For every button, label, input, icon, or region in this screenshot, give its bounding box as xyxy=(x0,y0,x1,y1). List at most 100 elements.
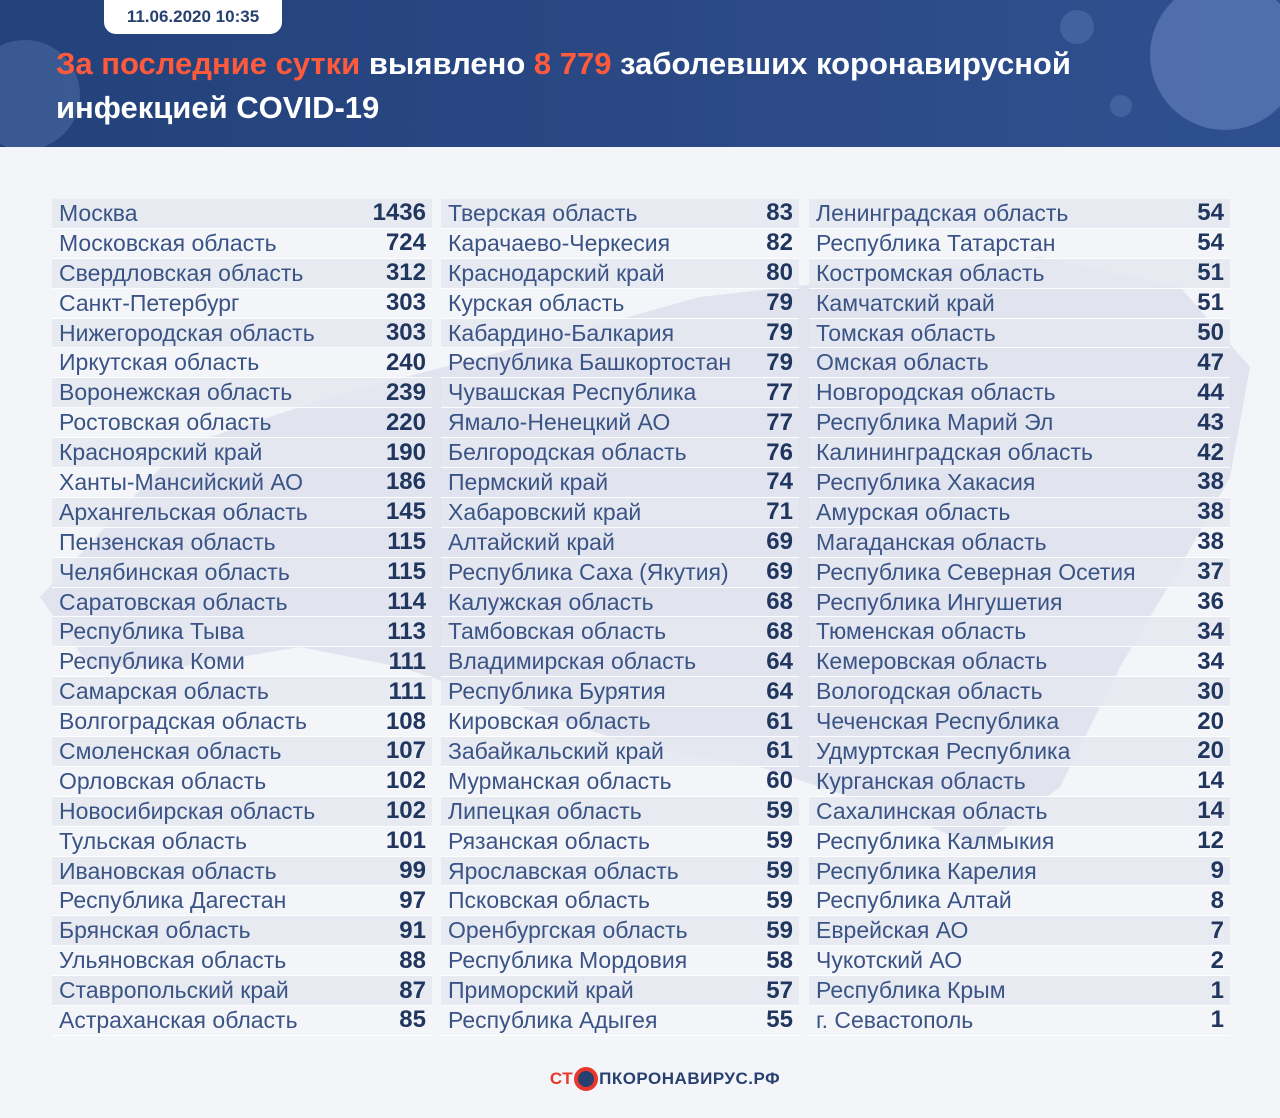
table-row: Владимирская область 64 xyxy=(441,647,799,678)
table-row: Республика Крым 1 xyxy=(809,976,1230,1007)
region-name: Еврейская АО xyxy=(816,917,969,944)
table-row: Республика Калмыкия 12 xyxy=(809,827,1230,857)
region-name: Республика Тыва xyxy=(59,618,245,645)
region-name: Республика Калмыкия xyxy=(816,827,1055,854)
table-row: Республика Дагестан 97 xyxy=(52,886,432,917)
region-name: Липецкая область xyxy=(448,797,642,824)
case-count: 34 xyxy=(1197,617,1224,645)
headline-mid: выявлено xyxy=(360,46,534,81)
case-count: 76 xyxy=(766,438,793,466)
region-name: Курская область xyxy=(448,289,625,316)
case-count: 12 xyxy=(1197,827,1224,855)
region-name: Самарская область xyxy=(59,678,269,705)
region-name: Республика Мордовия xyxy=(448,947,688,974)
case-count: 240 xyxy=(385,348,426,376)
table-row: Сахалинская область 14 xyxy=(809,796,1230,827)
case-count: 71 xyxy=(766,498,793,526)
case-count: 9 xyxy=(1210,857,1224,885)
table-row: Чувашская Республика 77 xyxy=(441,378,799,409)
case-count: 51 xyxy=(1197,289,1224,317)
region-name: Ямало-Ненецкий АО xyxy=(448,409,671,436)
table-row: Республика Коми 111 xyxy=(52,647,432,678)
table-row: Республика Мордовия 58 xyxy=(441,946,799,977)
headline: За последние сутки выявлено 8 779 заболе… xyxy=(56,42,1156,130)
logo-text-left: СТ xyxy=(549,1069,574,1088)
region-name: Иркутская область xyxy=(59,349,260,376)
table-row: Смоленская область 107 xyxy=(52,737,432,767)
case-count: 97 xyxy=(399,886,426,914)
case-count: 87 xyxy=(399,976,426,1004)
region-name: Магаданская область xyxy=(816,528,1047,555)
table-row: г. Севастополь 1 xyxy=(809,1006,1230,1036)
case-count: 69 xyxy=(766,528,793,556)
table-row: Тверская область 83 xyxy=(441,199,799,229)
region-name: Орловская область xyxy=(59,767,267,794)
table-row: Курская область 79 xyxy=(441,289,799,319)
region-name: Республика Татарстан xyxy=(816,229,1056,256)
table-row: Липецкая область 59 xyxy=(441,796,799,827)
case-count: 80 xyxy=(766,259,793,287)
case-count: 102 xyxy=(385,797,426,825)
case-count: 79 xyxy=(766,348,793,376)
table-row: Удмуртская Республика 20 xyxy=(809,737,1230,767)
region-name: Республика Крым xyxy=(816,977,1006,1004)
case-count: 82 xyxy=(766,229,793,257)
region-name: Республика Адыгея xyxy=(448,1006,658,1033)
region-name: Архангельская область xyxy=(59,498,308,525)
case-count: 30 xyxy=(1197,677,1224,705)
region-name: Республика Марий Эл xyxy=(816,409,1054,436)
case-count: 59 xyxy=(766,857,793,885)
region-name: Республика Бурятия xyxy=(448,678,666,705)
case-count: 54 xyxy=(1197,229,1224,257)
case-count: 74 xyxy=(766,468,793,496)
case-count: 61 xyxy=(766,707,793,735)
table-row: Ульяновская область 88 xyxy=(52,946,432,977)
table-row: Тульская область 101 xyxy=(52,827,432,857)
case-count: 14 xyxy=(1197,767,1224,795)
case-count: 145 xyxy=(385,498,426,526)
case-count: 303 xyxy=(385,319,426,346)
region-name: Тульская область xyxy=(59,827,248,854)
case-count: 42 xyxy=(1197,438,1224,466)
headline-number: 8 779 xyxy=(533,46,612,81)
table-row: Краснодарский край 80 xyxy=(441,258,799,289)
region-name: Удмуртская Республика xyxy=(816,737,1071,764)
table-row: Воронежская область 239 xyxy=(52,378,432,409)
table-row: Брянская область 91 xyxy=(52,916,432,947)
table-row: Республика Тыва 113 xyxy=(52,617,432,648)
region-name: Республика Северная Осетия xyxy=(816,558,1136,585)
case-count: 68 xyxy=(766,617,793,645)
case-count: 111 xyxy=(388,647,426,675)
case-count: 113 xyxy=(387,617,426,645)
table-row: Калужская область 68 xyxy=(441,588,799,618)
region-name: Санкт-Петербург xyxy=(59,289,240,316)
region-name: Республика Карелия xyxy=(816,857,1037,884)
virus-icon xyxy=(574,1067,599,1091)
case-count: 303 xyxy=(385,289,426,317)
case-count: 114 xyxy=(387,588,426,616)
case-count: 1436 xyxy=(372,199,426,227)
region-name: Саратовская область xyxy=(59,588,288,615)
case-count: 107 xyxy=(385,737,426,765)
case-count: 38 xyxy=(1197,468,1224,496)
region-name: Московская область xyxy=(59,229,277,256)
table-row: Мурманская область 60 xyxy=(441,767,799,797)
table-row: Иркутская область 240 xyxy=(52,348,432,379)
region-name: Республика Дагестан xyxy=(59,887,287,914)
table-row: Республика Саха (Якутия) 69 xyxy=(441,557,799,588)
region-name: Хабаровский край xyxy=(448,498,642,525)
region-name: Смоленская область xyxy=(59,737,282,764)
case-count: 99 xyxy=(399,857,426,885)
case-count: 58 xyxy=(766,946,793,974)
table-row: Кемеровская область 34 xyxy=(809,647,1230,678)
case-count: 312 xyxy=(385,259,426,287)
region-name: Волгоградская область xyxy=(59,708,307,735)
region-name: Новгородская область xyxy=(816,379,1056,406)
case-count: 77 xyxy=(766,408,793,436)
region-column-2: Тверская область 83 Карачаево-Черкесия 82 Кр… xyxy=(441,199,799,1036)
case-count: 54 xyxy=(1197,199,1224,227)
table-row: Волгоградская область 108 xyxy=(52,707,432,738)
region-name: Алтайский край xyxy=(448,528,615,555)
region-name: Краснодарский край xyxy=(448,259,665,286)
case-count: 239 xyxy=(385,378,426,406)
